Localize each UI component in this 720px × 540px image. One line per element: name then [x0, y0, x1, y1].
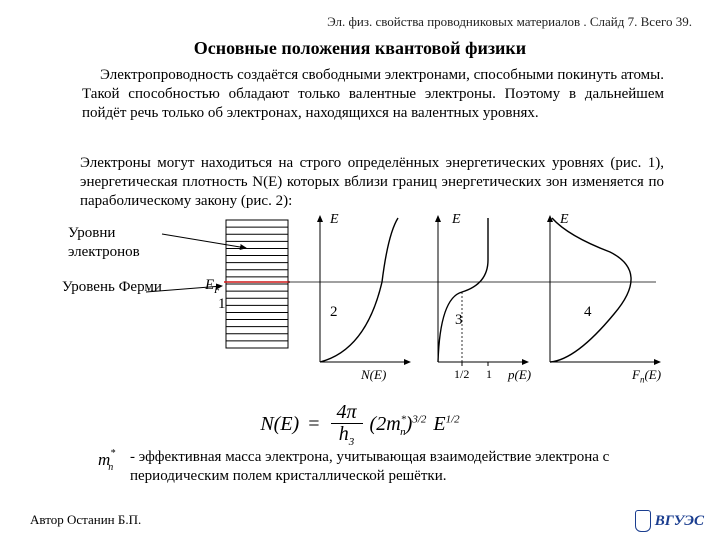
axis-E-panel2: E — [330, 212, 339, 228]
formula-E: E1/2 — [433, 413, 459, 435]
logo-icon — [635, 510, 651, 532]
panel-label-2: 2 — [330, 304, 338, 321]
E-exp: 1/2 — [446, 413, 460, 425]
footer-author: Автор Останин Б.П. — [30, 512, 141, 528]
header-meta: Эл. физ. свойства проводниковых материал… — [327, 14, 692, 30]
logo-text: ВГУЭС — [655, 513, 704, 530]
fn-arg: (E) — [644, 367, 661, 382]
effective-mass-symbol: m*n — [98, 450, 120, 472]
ef-sub: F — [214, 285, 220, 296]
paragraph-2: Электроны могут находиться на строго опр… — [80, 154, 664, 212]
fermi-energy-label: EF — [205, 277, 220, 296]
mass-exp: 3/2 — [412, 413, 426, 425]
axis-tick-one: 1 — [486, 367, 492, 382]
axis-FnE: Fn(E) — [632, 367, 661, 385]
panel-label-4: 4 — [584, 304, 592, 321]
paragraph-1: Электропроводность создаётся свободными … — [82, 66, 664, 124]
formula: N(E) = 4π h3 (2m*n)3/2 E1/2 — [0, 402, 720, 449]
org-logo: ВГУЭС — [635, 510, 704, 532]
fn-sym: F — [632, 367, 640, 382]
formula-lhs: N(E) — [260, 413, 299, 435]
mn-sub: n — [108, 462, 113, 473]
formula-mass: (2m*n)3/2 — [370, 413, 427, 435]
axis-E-panel4: E — [560, 212, 569, 228]
annotation-electron-levels: Уровни электронов — [68, 224, 168, 262]
formula-eq: = — [308, 413, 319, 435]
axis-pE: p(E) — [508, 367, 531, 383]
ef-sym: E — [205, 277, 214, 293]
axis-tick-half: 1/2 — [454, 367, 469, 382]
mn-sup: * — [110, 448, 115, 459]
slide-title: Основные положения квантовой физики — [0, 38, 720, 59]
axis-NE: N(E) — [361, 367, 386, 383]
slide-root: Эл. физ. свойства проводниковых материал… — [0, 0, 720, 540]
formula-fraction: 4π h3 — [331, 402, 363, 449]
annotation-fermi-level: Уровень Ферми — [62, 278, 162, 297]
panel-label-3: 3 — [455, 312, 463, 329]
formula-den-sym: h — [339, 423, 349, 445]
axis-E-panel3: E — [452, 212, 461, 228]
diagram-area: Уровни электронов Уровень Ферми EF 1 2 3… — [68, 212, 668, 400]
formula-den: h3 — [331, 424, 363, 449]
formula-den-sub: 3 — [349, 436, 355, 448]
panel-label-1: 1 — [218, 296, 226, 313]
E-sym: E — [433, 413, 445, 435]
mass-open: (2m — [370, 413, 401, 435]
effective-mass-note: - эффективная масса электрона, учитывающ… — [130, 448, 650, 486]
formula-num: 4π — [331, 402, 363, 424]
